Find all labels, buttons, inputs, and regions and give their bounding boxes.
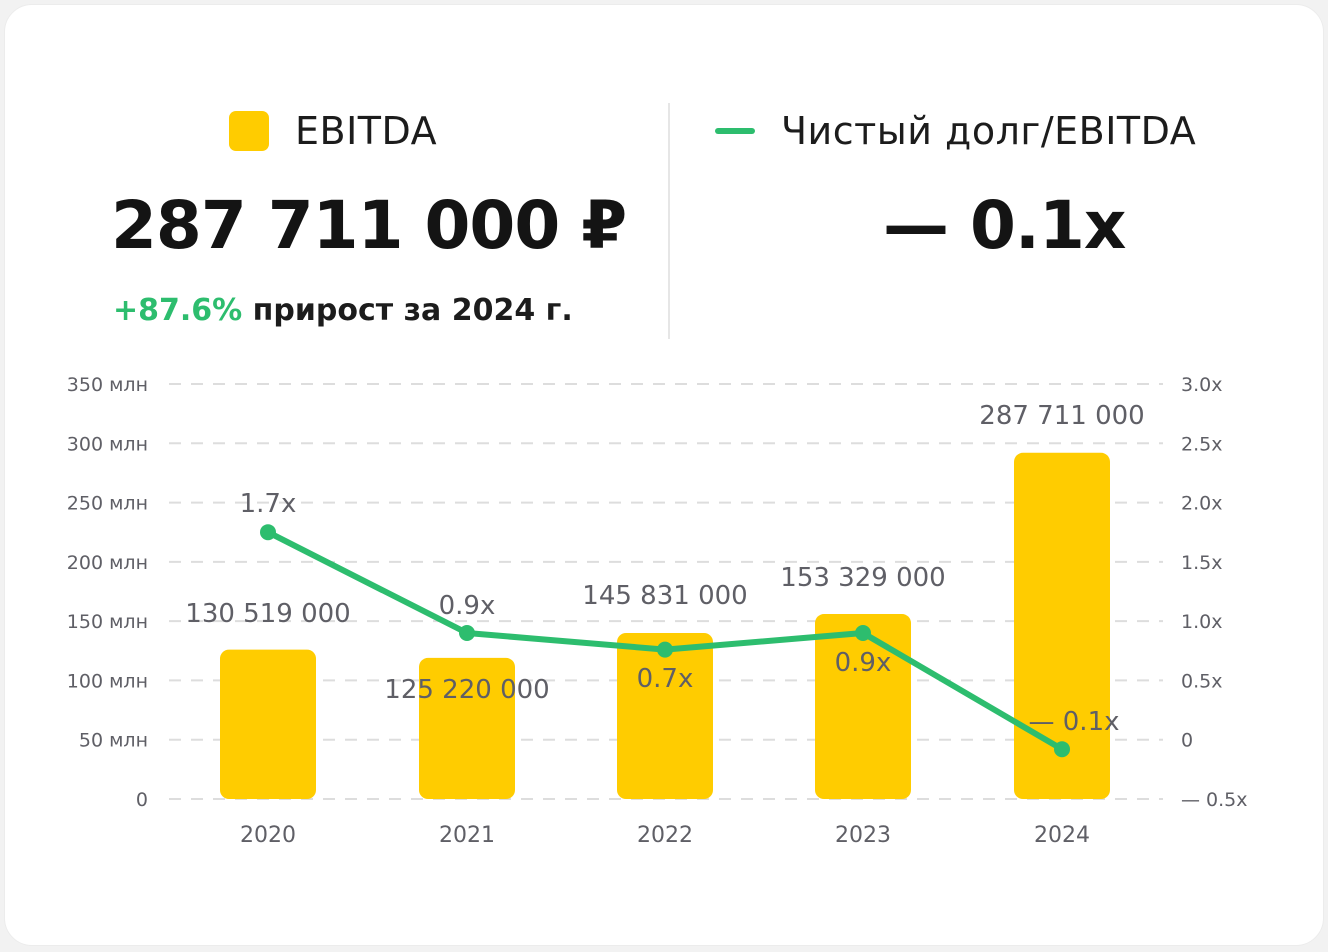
grid-lines [169, 383, 1163, 800]
ebitda-bar [617, 633, 713, 799]
kpi-divider [668, 103, 670, 339]
debt-ratio-point [855, 625, 871, 641]
x-axis-tick-label: 2020 [240, 823, 296, 848]
left-axis-tick-label: 0 [136, 789, 148, 811]
debt-ratio-legend-label: Чистый долг/EBITDA [781, 109, 1197, 153]
ebitda-value: 287 711 000 ₽ [111, 187, 627, 264]
debt-ratio-legend: Чистый долг/EBITDA [715, 109, 1196, 153]
ebitda-growth: +87.6% прирост за 2024 г. [113, 293, 573, 328]
x-axis-tick-label: 2022 [637, 823, 693, 848]
x-axis-tick-label: 2023 [835, 823, 891, 848]
ebitda-growth-percent: +87.6% [113, 293, 243, 328]
ebitda-value-label: 145 831 000 [582, 581, 747, 611]
ebitda-card: EBITDA 287 711 000 ₽ +87.6% прирост за 2… [4, 4, 1324, 946]
right-axis-tick-label: 2.0x [1181, 493, 1222, 515]
right-axis-tick-label: 1.0x [1181, 611, 1222, 633]
debt-ratio-line [260, 524, 1070, 758]
left-axis-tick-label: 100 млн [67, 670, 148, 692]
debt-ratio-kpi-block: Чистый долг/EBITDA — 0.1x [669, 5, 1328, 345]
ebitda-value-label: 130 519 000 [185, 599, 350, 629]
ebitda-bar [419, 657, 515, 799]
left-axis-tick-label: 200 млн [67, 552, 148, 574]
ebitda-legend-swatch [229, 111, 269, 151]
debt-ratio-value-label: — 0.1x [1029, 707, 1120, 737]
ebitda-bar [1014, 452, 1110, 799]
ebitda-kpi-block: EBITDA 287 711 000 ₽ +87.6% прирост за 2… [5, 5, 667, 345]
left-axis-tick-label: 250 млн [67, 493, 148, 515]
left-axis-tick-label: 150 млн [67, 611, 148, 633]
debt-ratio-legend-swatch [715, 128, 755, 134]
x-axis-tick-label: 2024 [1034, 823, 1090, 848]
ebitda-legend-label: EBITDA [295, 109, 438, 153]
left-axis-tick-label: 50 млн [79, 730, 148, 752]
right-axis-tick-label: 2.5x [1181, 433, 1222, 455]
debt-ratio-point [260, 524, 276, 541]
ebitda-growth-text: прирост за 2024 г. [252, 293, 573, 328]
ebitda-value-label: 125 220 000 [384, 675, 549, 705]
ebitda-bar [815, 614, 911, 799]
data-labels: 130 519 000 125 220 000 145 831 000 153 329… [185, 401, 1144, 737]
debt-ratio-point [657, 641, 673, 658]
right-axis-tick-label: 1.5x [1181, 552, 1222, 574]
ebitda-bars [220, 452, 1110, 799]
ebitda-value-label: 287 711 000 [979, 401, 1144, 431]
x-axis: 2020 2021 2022 2023 2024 [240, 823, 1090, 848]
debt-ratio-point [1054, 741, 1070, 758]
debt-ratio-value-label: 0.7x [637, 664, 694, 694]
left-axis-tick-label: 300 млн [67, 433, 148, 455]
debt-ratio-value-label: 0.9x [439, 591, 496, 621]
debt-ratio-value-label: 1.7x [240, 489, 297, 519]
ebitda-legend: EBITDA [229, 109, 437, 153]
debt-ratio-point [459, 625, 475, 641]
ebitda-value-label: 153 329 000 [780, 563, 945, 593]
debt-ratio-value-label: 0.9x [835, 648, 892, 678]
right-axis: — 0.5x 0 0.5x 1.0x 1.5x 2.0x 2.5x 3.0x [1181, 374, 1248, 811]
right-axis-tick-label: — 0.5x [1181, 789, 1248, 811]
ebitda-bar [220, 649, 316, 799]
right-axis-tick-label: 3.0x [1181, 374, 1222, 396]
x-axis-tick-label: 2021 [439, 823, 495, 848]
right-axis-tick-label: 0.5x [1181, 670, 1222, 692]
debt-ratio-value: — 0.1x [883, 187, 1126, 264]
left-axis: 0 50 млн 100 млн 150 млн 200 млн 250 млн 300 м… [67, 374, 148, 811]
right-axis-tick-label: 0 [1181, 730, 1193, 752]
left-axis-tick-label: 350 млн [67, 374, 148, 396]
